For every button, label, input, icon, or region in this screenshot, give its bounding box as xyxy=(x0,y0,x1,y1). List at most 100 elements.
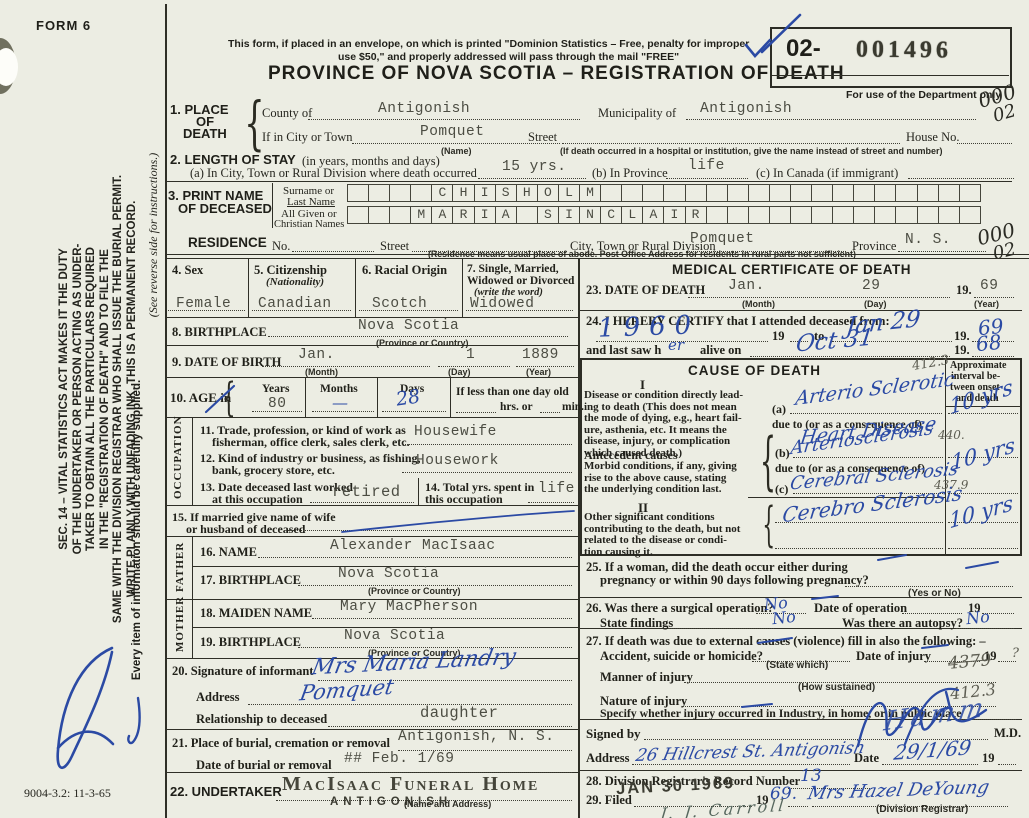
age-days-label: Days xyxy=(400,383,425,395)
department-note: For use of the Department only xyxy=(846,89,1002,101)
ash-field xyxy=(752,645,850,662)
total-years-label2: this occupation xyxy=(425,492,503,506)
industry-field xyxy=(402,456,572,473)
informant-signature-field xyxy=(318,664,572,681)
letter-cell: I xyxy=(473,206,496,224)
letter-cell xyxy=(726,184,749,202)
rule xyxy=(165,505,578,507)
filed-field xyxy=(634,790,752,807)
letter-cell: L xyxy=(557,184,581,202)
informant-address-field xyxy=(248,688,572,705)
letter-cell: R xyxy=(452,206,475,224)
rule xyxy=(165,377,578,379)
md-date-label: Date xyxy=(854,751,879,765)
filed-year-field xyxy=(788,790,808,807)
mail-note-line1: This form, if placed in an envelope, on … xyxy=(228,38,750,50)
alive-year-value: 68 xyxy=(974,329,1003,357)
citizenship-value: Canadian xyxy=(258,296,332,312)
mother-maiden-value: Mary MacPherson xyxy=(340,599,479,615)
cause-part2-field1 xyxy=(775,506,943,523)
burial-place-field xyxy=(398,734,572,751)
spouse-field xyxy=(288,514,572,531)
rule xyxy=(272,183,274,228)
office-code: 02 xyxy=(990,238,1019,265)
cause-part1-line: which caused death.) xyxy=(584,446,683,459)
rule xyxy=(192,417,194,505)
findings-value: No xyxy=(771,606,797,629)
stay-label: 2. LENGTH OF STAY xyxy=(170,152,296,167)
undertaker-label: 22. UNDERTAKER xyxy=(170,784,282,799)
pen-dash-25b xyxy=(965,561,999,569)
total-years-field xyxy=(528,486,574,503)
nature-field xyxy=(682,690,996,707)
rule xyxy=(165,345,578,347)
margin-reverse-note: (See reverse side for instructions.) xyxy=(146,152,160,318)
letter-cell: S xyxy=(536,206,559,224)
rule xyxy=(305,377,307,417)
letter-cell: H xyxy=(515,184,538,202)
letter-cell xyxy=(600,184,623,202)
pregnancy-label1: 25. If a woman, did the death occur eith… xyxy=(586,560,848,574)
age-hrs-label: hrs. or xyxy=(500,401,533,413)
alive-year-field xyxy=(972,340,1014,357)
letter-cell: M xyxy=(410,206,433,224)
letter-cell: I xyxy=(557,206,581,224)
md-address-label: Address xyxy=(586,751,630,765)
rule xyxy=(165,729,578,731)
antecedent-line: Morbid conditions, if any, giving xyxy=(584,460,737,472)
dob-month-value: Jan. xyxy=(298,347,335,363)
letter-cell xyxy=(811,184,834,202)
margin-supplied-note: Every item of information should be care… xyxy=(131,379,143,681)
surname-label2: Last Name xyxy=(287,196,335,208)
registration-number-prefix: 02- xyxy=(786,35,821,62)
street-label: Street xyxy=(528,130,558,144)
antecedent-line: the underlying condition last. xyxy=(584,483,722,495)
place-label-of: OF xyxy=(196,114,215,129)
form-number-label: FORM 6 xyxy=(36,18,92,33)
rule xyxy=(945,358,947,556)
manner-label: Manner of injury xyxy=(600,670,693,684)
house-no-field xyxy=(957,127,1012,144)
cause-part1-line: Disease or condition directly lead- xyxy=(584,389,744,401)
certify-to-label: to xyxy=(814,329,825,343)
letter-cell: I xyxy=(473,184,496,202)
residence-city-label: City, Town or Rural Division xyxy=(570,239,716,253)
age-hrs-field xyxy=(456,398,496,413)
birthplace-field xyxy=(268,320,568,337)
county-value: Antigonish xyxy=(378,101,471,117)
certify-19a: 19 xyxy=(772,329,785,343)
father-name-field xyxy=(258,541,572,558)
residence-label: RESIDENCE xyxy=(188,235,267,250)
letter-cell xyxy=(811,206,834,224)
operation-year-field xyxy=(982,597,1014,614)
rule xyxy=(165,257,1029,259)
relationship-value: daughter xyxy=(420,704,499,722)
interval-field-e xyxy=(948,532,1018,549)
letter-cell xyxy=(389,184,412,202)
stay-c-field xyxy=(908,162,1014,179)
citizenship-sub: (Nationality) xyxy=(266,276,325,288)
cause-a-label: (a) xyxy=(772,402,786,416)
rule xyxy=(578,628,1022,630)
brace: { xyxy=(759,424,776,498)
print-name-label2: OF DECEASED xyxy=(178,201,272,216)
residence-province-label: Province xyxy=(852,239,897,253)
letter-cell xyxy=(853,206,876,224)
residence-no-label: No. xyxy=(272,239,291,253)
manner-code: 4379 xyxy=(947,650,993,674)
cause-dueto2-label: due to (or as a consequence of) xyxy=(775,463,925,475)
citizenship-label: 5. Citizenship xyxy=(254,263,327,277)
margin-notice-line: TAKER TO OBTAIN ALL THE PARTICULARS REQU… xyxy=(85,247,97,551)
dod-year-value: 69 xyxy=(980,278,999,294)
column-divider xyxy=(578,258,580,818)
doi-label: Date of injury xyxy=(856,649,931,663)
given-label2: Christian Names xyxy=(274,219,345,230)
letter-cell: C xyxy=(600,206,623,224)
office-code: 02 xyxy=(990,100,1019,127)
mother-birthplace-caption: (Province or Country) xyxy=(368,648,461,658)
print-code: 9004-3.2: 11-3-65 xyxy=(24,786,111,800)
mother-maiden-field xyxy=(312,602,572,619)
pregnancy-caption: (Yes or No) xyxy=(908,588,961,599)
stay-b-label: (b) In Province xyxy=(592,166,668,180)
alive-label: alive on xyxy=(700,343,742,357)
